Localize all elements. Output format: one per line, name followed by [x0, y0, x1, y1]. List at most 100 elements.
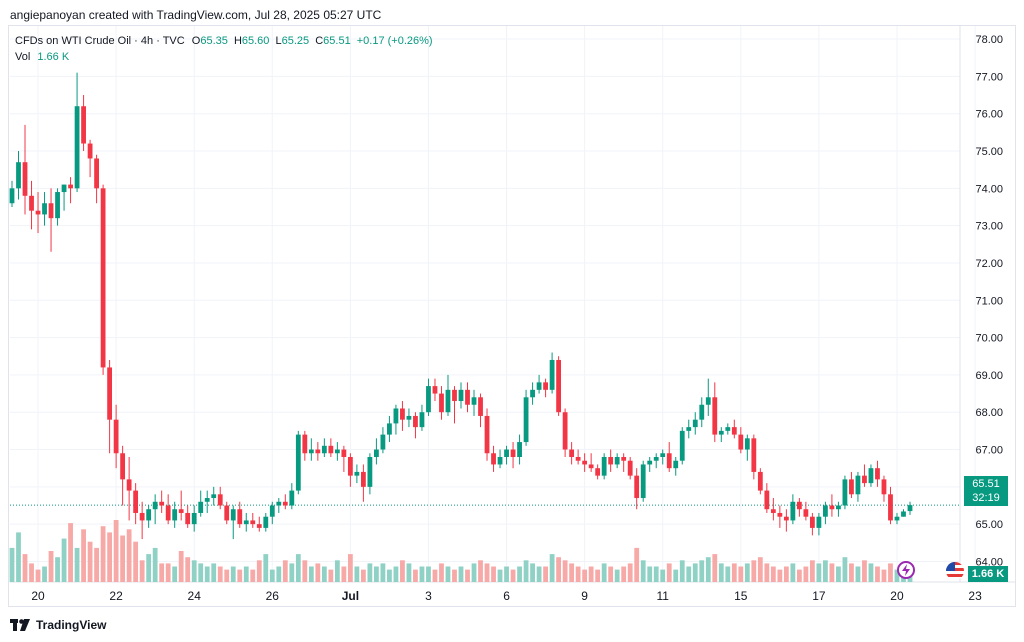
volume-bar	[875, 566, 880, 582]
candle-body	[224, 505, 230, 521]
candle-body	[751, 438, 757, 472]
volume-bar	[126, 529, 132, 582]
footer: TradingView	[10, 618, 106, 632]
y-tick-label: 77.00	[975, 71, 1003, 83]
volume-bar	[647, 566, 653, 582]
candle-body	[334, 449, 340, 454]
footer-brand[interactable]: TradingView	[36, 618, 107, 632]
candle-body	[426, 386, 431, 413]
candle-body	[744, 438, 750, 450]
candle-body	[862, 475, 867, 484]
volume-bar	[686, 566, 692, 582]
volume-bar	[29, 563, 34, 582]
high-value: 65.60	[241, 35, 270, 47]
candle-body	[660, 453, 666, 457]
candle-body	[178, 509, 184, 513]
volume-bar	[393, 566, 399, 582]
volume-bar	[712, 554, 718, 582]
candle-body	[35, 210, 41, 215]
volume-bar	[627, 563, 633, 582]
volume-bar	[660, 569, 666, 582]
candle-body	[315, 449, 321, 454]
volume-bar	[855, 566, 861, 582]
volume-bar	[862, 560, 867, 582]
volume-bar	[562, 560, 568, 582]
candle-body	[588, 464, 594, 469]
volume-bar	[282, 560, 288, 582]
volume-bar	[120, 535, 126, 582]
volume-bar	[211, 563, 217, 582]
volume-bar	[256, 560, 262, 582]
volume-bar	[48, 551, 54, 582]
x-tick-label: 26	[266, 589, 280, 603]
candle-body	[321, 445, 327, 454]
volume-bar	[849, 563, 854, 582]
volume-bar	[35, 569, 41, 582]
candle-body	[113, 419, 119, 454]
candle-body	[445, 389, 451, 413]
volume-bar	[796, 569, 802, 582]
tradingview-logo-icon[interactable]	[10, 619, 32, 631]
y-tick-label: 71.00	[975, 295, 1003, 307]
candle-body	[686, 427, 692, 431]
low-label: L	[275, 35, 282, 47]
candle-body	[282, 501, 288, 506]
candle-body	[61, 184, 67, 193]
attribution: angiepanoyan created with TradingView.co…	[10, 8, 382, 22]
candle-body	[146, 509, 152, 521]
candle-body	[9, 188, 15, 204]
candle-body	[738, 434, 744, 450]
candle-body	[575, 456, 581, 461]
volume-bar	[738, 566, 744, 582]
candles	[9, 72, 913, 540]
candle-body	[165, 505, 171, 521]
volume-bar	[868, 563, 874, 582]
y-tick-label: 74.00	[975, 183, 1003, 195]
candle-body	[432, 386, 438, 394]
volume-bar	[783, 566, 789, 582]
volume-bar	[699, 560, 705, 582]
candle-body	[803, 509, 809, 517]
volume-bar	[465, 569, 470, 582]
volume-bar	[634, 547, 640, 582]
volume-bar	[705, 557, 711, 582]
volume-bar	[907, 575, 913, 582]
volume-bar	[419, 566, 425, 582]
candle-body	[816, 516, 822, 528]
candle-body	[901, 511, 906, 517]
candle-body	[256, 524, 262, 528]
volume-bar	[640, 560, 646, 582]
x-tick-label: 3	[425, 589, 432, 603]
volume-bar	[484, 563, 490, 582]
lightning-icon[interactable]	[897, 561, 915, 579]
candle-body	[888, 494, 893, 521]
candle-body	[152, 501, 158, 510]
chart-frame	[8, 25, 1016, 607]
x-tick-label: 11	[656, 589, 669, 603]
us-flag-icon[interactable]	[946, 562, 964, 580]
volume-bar	[517, 566, 522, 582]
volume-bar	[836, 566, 841, 582]
volume-value: 1.66 K	[37, 51, 70, 63]
candle-body	[87, 143, 93, 159]
candle-body	[549, 359, 555, 390]
candle-body	[809, 516, 815, 528]
volume-bar	[692, 563, 698, 582]
volume-bar	[237, 569, 243, 582]
symbol-label[interactable]: CFDs on WTI Crude Oil · 4h · TVC	[15, 35, 185, 47]
volume-bar	[569, 563, 575, 582]
volume-bar	[315, 563, 321, 582]
candle-body	[439, 393, 444, 413]
volume-bar	[81, 529, 86, 582]
candle-body	[614, 456, 620, 465]
candle-body	[263, 516, 269, 528]
volume-bar	[269, 569, 275, 582]
volume-bar	[452, 569, 457, 582]
candle-body	[875, 468, 880, 480]
volume-bar	[308, 566, 314, 582]
candle-body	[237, 509, 243, 525]
candle-body	[126, 479, 132, 491]
volume-bar	[68, 523, 73, 582]
candle-body	[777, 512, 783, 517]
